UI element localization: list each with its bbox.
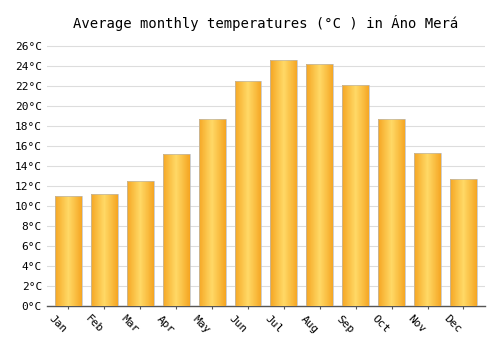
Title: Average monthly temperatures (°C ) in Áno Merá: Average monthly temperatures (°C ) in Án… xyxy=(74,15,458,31)
Bar xyxy=(378,119,405,306)
Bar xyxy=(306,64,334,306)
Bar xyxy=(342,85,369,306)
Bar xyxy=(270,60,297,306)
Bar xyxy=(234,81,262,306)
Bar xyxy=(127,181,154,306)
Bar xyxy=(55,196,82,306)
Bar xyxy=(198,119,226,306)
Bar xyxy=(162,154,190,306)
Bar xyxy=(91,194,118,306)
Bar xyxy=(450,179,477,306)
Bar xyxy=(414,153,441,306)
